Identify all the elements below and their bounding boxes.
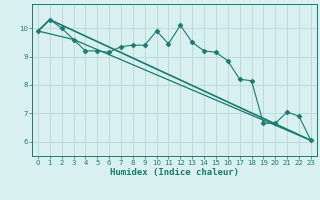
X-axis label: Humidex (Indice chaleur): Humidex (Indice chaleur): [110, 168, 239, 177]
